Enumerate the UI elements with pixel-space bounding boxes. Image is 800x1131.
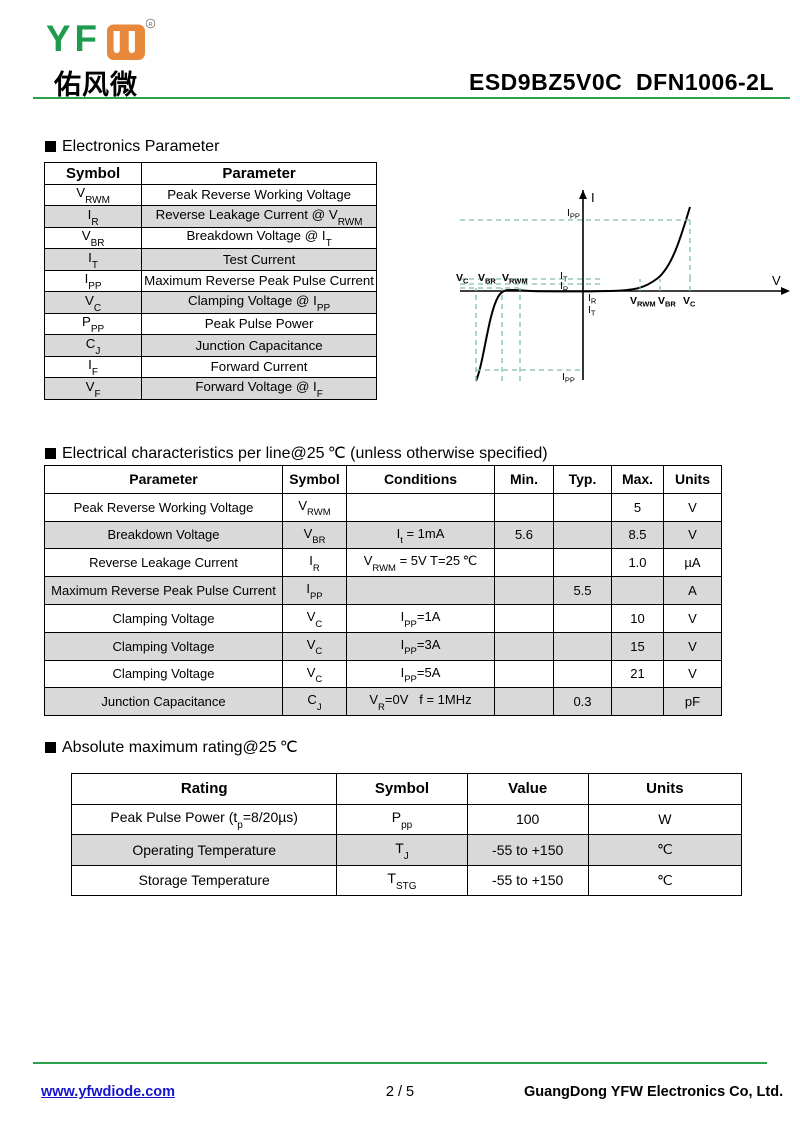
svg-text:VBR: VBR (478, 272, 496, 286)
svg-text:I: I (591, 190, 595, 205)
svg-text:VBR: VBR (658, 295, 676, 309)
svg-text:R: R (148, 22, 152, 28)
svg-text:VC: VC (683, 295, 696, 309)
svg-text:F: F (75, 18, 97, 59)
svg-text:Y: Y (46, 18, 71, 59)
svg-text:VRWM: VRWM (630, 295, 656, 309)
svg-text:VC: VC (456, 272, 469, 286)
svg-text:IT: IT (588, 304, 596, 318)
svg-text:IPP: IPP (567, 207, 580, 221)
svg-text:VRWM: VRWM (502, 272, 528, 286)
svg-text:IPP: IPP (562, 371, 575, 385)
svg-text:V: V (772, 273, 781, 288)
